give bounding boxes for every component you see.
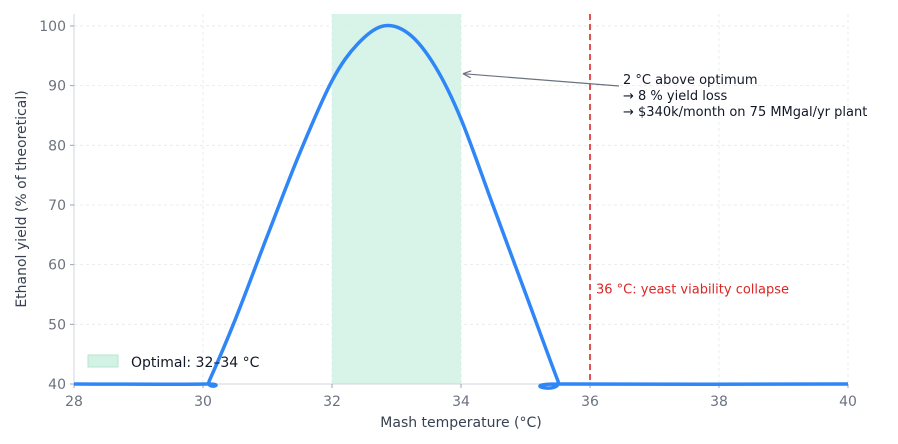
x-tick-label: 32 <box>323 394 341 410</box>
annotation-line-1: 2 °C above optimum <box>623 73 758 88</box>
y-tick-label: 40 <box>48 377 66 393</box>
legend-swatch-optimal <box>87 354 119 368</box>
x-tick-label: 40 <box>839 394 857 410</box>
viability-threshold-label: 36 °C: yeast viability collapse <box>596 282 789 297</box>
x-tick-label: 28 <box>65 394 83 410</box>
x-tick-label: 36 <box>581 394 599 410</box>
y-axis-label: Ethanol yield (% of theoretical) <box>14 90 30 307</box>
legend-label-optimal: Optimal: 32–34 °C <box>131 355 260 371</box>
y-tick-label: 100 <box>39 19 66 35</box>
optimal-band <box>332 14 461 384</box>
x-tick-label: 34 <box>452 394 470 410</box>
y-tick-label: 80 <box>48 138 66 154</box>
y-tick-label: 90 <box>48 79 66 95</box>
annotation-arrow <box>463 74 620 87</box>
y-ticks: 40 50 60 70 80 90 100 <box>39 19 74 393</box>
annotation-line-3: → $340k/month on 75 MMgal/yr plant <box>623 105 867 120</box>
x-ticks: 28 30 32 34 36 38 40 <box>65 384 857 410</box>
y-tick-label: 60 <box>48 258 66 274</box>
yield-curve <box>73 23 849 390</box>
legend: Optimal: 32–34 °C <box>87 354 260 371</box>
x-axis-label: Mash temperature (°C) <box>380 415 541 431</box>
x-tick-label: 30 <box>194 394 212 410</box>
x-tick-label: 38 <box>710 394 728 410</box>
y-tick-label: 70 <box>48 198 66 214</box>
annotation-line-2: → 8 % yield loss <box>623 89 728 104</box>
y-tick-label: 50 <box>48 317 66 333</box>
